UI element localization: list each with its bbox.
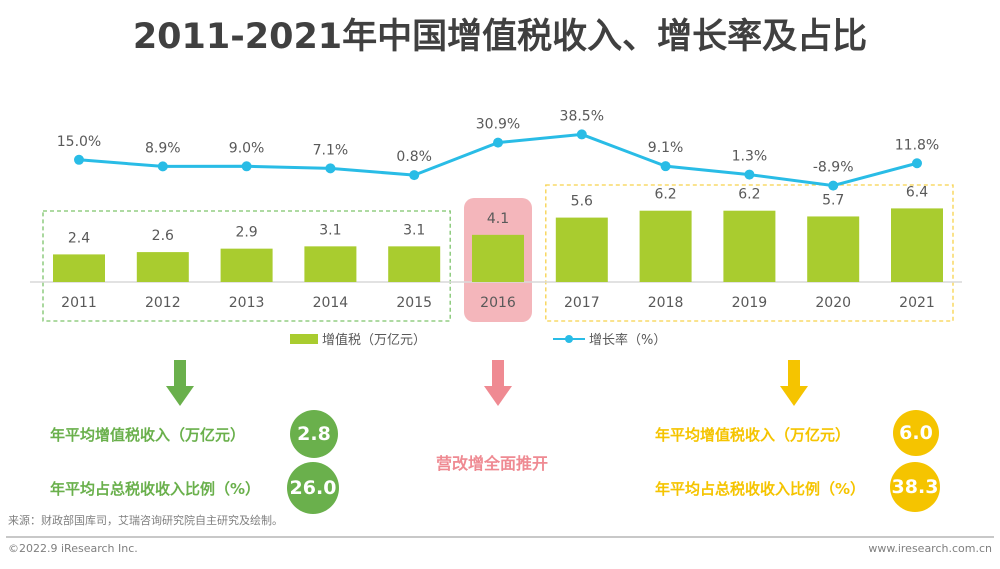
growth-label-2016: 30.9% <box>476 117 520 133</box>
bar-2016 <box>472 234 524 282</box>
growth-label-2020: -8.9% <box>813 160 854 176</box>
bar-2014 <box>304 246 357 282</box>
chart: 2.4 2.6 2.9 3.1 3.1 4.1 5.6 6.2 6.2 5.7 6.4 2011 20… <box>30 108 962 322</box>
legend-line-label: 增长率（%） <box>589 333 667 348</box>
bar-label-2021: 6.4 <box>906 184 928 200</box>
bar-label-2018: 6.2 <box>654 187 676 203</box>
growth-label-2015: 0.8% <box>396 149 432 165</box>
x-tick-2018: 2018 <box>648 295 684 311</box>
growth-point-2020 <box>828 180 839 191</box>
x-tick-2021: 2021 <box>899 295 935 311</box>
legend-bar-swatch <box>290 333 318 344</box>
growth-point-2015 <box>409 170 420 181</box>
x-tick-2011: 2011 <box>61 295 97 311</box>
x-tick-2012: 2012 <box>145 295 181 311</box>
bar-label-2014: 3.1 <box>319 222 341 238</box>
x-tick-2020: 2020 <box>815 295 851 311</box>
page-title: 2011-2021年中国增值税收入、增长率及占比 <box>132 17 868 57</box>
bar-label-2016: 4.1 <box>487 211 509 227</box>
right-avg-income-badge: 6.0 <box>893 410 939 456</box>
bar-2013 <box>220 248 273 282</box>
growth-label-2019: 1.3% <box>732 149 768 165</box>
left-avg-income-label: 年平均增值税收入（万亿元） <box>50 426 246 444</box>
x-tick-2015: 2015 <box>396 295 432 311</box>
growth-point-2018 <box>660 161 671 172</box>
left-avg-share-label: 年平均占总税收收入比例（%） <box>50 480 261 498</box>
growth-label-2021: 11.8% <box>895 137 939 153</box>
right-avg-share-badge: 38.3 <box>890 462 940 512</box>
left-avg-income-badge: 2.8 <box>290 410 338 458</box>
bar-2019 <box>723 210 776 282</box>
highlight-box-2017-2021 <box>545 184 954 322</box>
footer-website[interactable]: www.iresearch.com.cn <box>868 542 992 555</box>
growth-point-2016 <box>493 137 503 148</box>
x-tick-2014: 2014 <box>313 295 349 311</box>
bar-2021 <box>891 208 943 282</box>
x-tick-2013: 2013 <box>229 295 265 311</box>
legend-bar-label: 增值税（万亿元） <box>322 333 427 348</box>
bar-2018 <box>639 210 692 282</box>
x-tick-2016: 2016 <box>480 295 516 311</box>
arrow-down-pink-icon <box>484 360 512 408</box>
growth-label-2017: 38.5% <box>560 108 604 124</box>
legend-line: 增长率（%） <box>553 329 666 348</box>
bar-2017 <box>555 217 608 282</box>
growth-point-2017 <box>576 129 587 140</box>
growth-point-2021 <box>912 158 922 169</box>
bar-2011 <box>53 254 105 282</box>
legend-line-swatch <box>553 334 585 344</box>
footer-copyright: ©2022.9 iResearch Inc. <box>8 542 138 555</box>
arrow-down-green-icon <box>166 360 194 408</box>
right-avg-income-label: 年平均增值税收入（万亿元） <box>655 426 851 444</box>
x-tick-2019: 2019 <box>732 295 768 311</box>
legend-bar: 增值税（万亿元） <box>290 329 426 348</box>
left-avg-share-badge: 26.0 <box>287 462 339 514</box>
bar-2012 <box>136 252 189 282</box>
growth-point-2014 <box>325 163 336 174</box>
growth-label-2013: 9.0% <box>229 140 265 156</box>
bar-label-2011: 2.4 <box>68 230 90 246</box>
highlight-box-2011-2015 <box>42 210 451 322</box>
bar-label-2015: 3.1 <box>403 222 425 238</box>
growth-point-2019 <box>744 169 755 180</box>
middle-reform-text: 营改增全面推开 <box>436 454 549 473</box>
bar-label-2013: 2.9 <box>235 225 257 241</box>
growth-label-2014: 7.1% <box>313 142 349 158</box>
bar-2015 <box>388 246 441 282</box>
arrow-down-yellow-icon <box>780 360 808 408</box>
growth-label-2012: 8.9% <box>145 140 181 156</box>
growth-label-2011: 15.0% <box>57 134 101 150</box>
x-tick-2017: 2017 <box>564 295 600 311</box>
growth-point-2012 <box>157 161 168 172</box>
bar-label-2017: 5.6 <box>571 194 593 210</box>
growth-label-2018: 9.1% <box>648 140 684 156</box>
bar-2020 <box>807 216 860 282</box>
bar-label-2012: 2.6 <box>152 228 174 244</box>
footer-divider <box>6 536 994 538</box>
source-note: 来源：财政部国库司，艾瑞咨询研究院自主研究及绘制。 <box>8 514 283 527</box>
growth-point-2013 <box>241 161 252 172</box>
growth-point-2011 <box>74 154 84 165</box>
bar-label-2020: 5.7 <box>822 192 844 208</box>
bar-label-2019: 6.2 <box>738 187 760 203</box>
right-avg-share-label: 年平均占总税收收入比例（%） <box>655 480 866 498</box>
